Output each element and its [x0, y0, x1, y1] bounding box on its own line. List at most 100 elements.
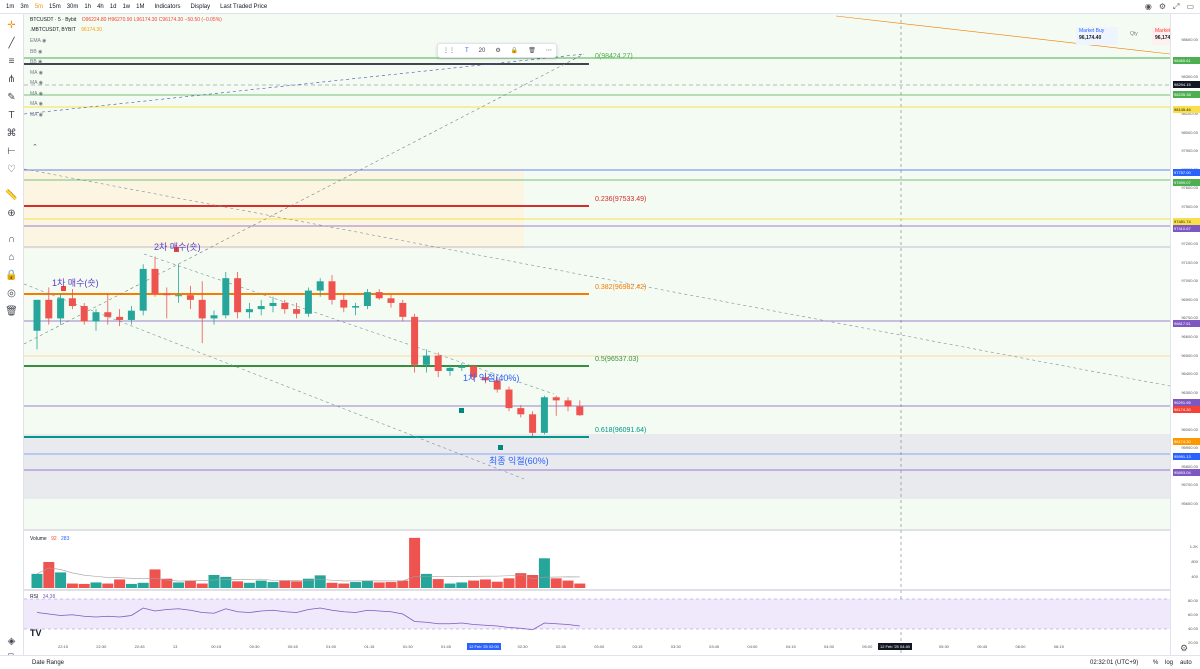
- volume-bar: [208, 575, 220, 588]
- volume-value-2: 283: [61, 536, 70, 542]
- lock-icon[interactable]: 🔒: [5, 270, 18, 281]
- text-tool-icon[interactable]: T: [8, 110, 15, 121]
- fib-label-0: 0(98424.27): [595, 53, 633, 60]
- camera-icon[interactable]: ◉: [1144, 2, 1152, 11]
- heart-icon[interactable]: ♡: [7, 164, 16, 175]
- timeframe-4h[interactable]: 4h: [97, 3, 104, 10]
- timeframe-1d[interactable]: 1d: [109, 3, 117, 10]
- eye-icon[interactable]: ◉: [36, 48, 43, 55]
- rsi-legend[interactable]: RSI 34.38: [30, 594, 55, 600]
- timeframe-15m[interactable]: 15m: [49, 3, 61, 10]
- ruler-icon[interactable]: ⊢: [7, 146, 16, 157]
- study-legend-item[interactable]: MA ◉: [30, 91, 43, 97]
- price-source-menu[interactable]: Last Traded Price: [220, 3, 268, 10]
- market-sell-price: 96,174.30: [1155, 35, 1178, 41]
- secondary-symbol-legend[interactable]: .MBTCUSDT, BYBIT 96174.30: [30, 27, 102, 33]
- display-menu[interactable]: Display: [190, 3, 211, 10]
- volume-bar: [326, 582, 338, 588]
- sell-marker-1: [61, 286, 66, 291]
- eye-icon[interactable]: ◉: [40, 38, 47, 44]
- layout-icon[interactable]: ▭: [1186, 2, 1194, 11]
- drawing-toolbar: ✛ ╱ ≡ ⋔ ✎ T ⌘ ⊢ ♡ 📏 ⊕ ∩ ⌂ 🔒 ◎ 🗑 ◈ ⧉: [0, 14, 24, 663]
- annotation-final-take-profit[interactable]: 최종 익절(60%): [489, 456, 549, 466]
- price-tick-label: 95700.00: [1181, 482, 1198, 488]
- study-legend-item[interactable]: MA ◉: [30, 101, 43, 107]
- auto-toggle[interactable]: auto: [1180, 660, 1192, 666]
- timeframe-5m[interactable]: 5m: [34, 3, 44, 10]
- timeframe-1w[interactable]: 1w: [122, 3, 131, 10]
- timeframe-30m[interactable]: 30m: [66, 3, 79, 10]
- study-legend-item[interactable]: MA ◉: [30, 70, 43, 76]
- brush-icon[interactable]: ✎: [7, 92, 16, 103]
- symbol-legend[interactable]: BTCUSDT · 5 · Bybit O96224.80 H96270.90 …: [30, 17, 222, 23]
- candle-body: [139, 268, 147, 311]
- lock-icon[interactable]: 🔒: [510, 48, 519, 54]
- settings-icon[interactable]: ⚙: [495, 48, 501, 54]
- timeframe-1h[interactable]: 1h: [84, 3, 92, 10]
- price-axis[interactable]: 98600.0098500.0098300.0098200.0098100.00…: [1170, 14, 1200, 655]
- object-tree-icon[interactable]: ◈: [7, 636, 16, 647]
- volume-bar: [409, 537, 421, 588]
- volume-bar: [184, 580, 196, 588]
- collapse-legend-icon[interactable]: ⌃: [32, 144, 38, 151]
- eye-icon[interactable]: ◉: [37, 111, 43, 118]
- lock-drawings-icon[interactable]: ⌂: [8, 252, 15, 263]
- annotation-first-short[interactable]: 1차 매수(숏): [52, 278, 99, 288]
- study-legend-item[interactable]: MA ◉: [30, 80, 43, 86]
- timeframe-3m[interactable]: 3m: [20, 3, 29, 10]
- indicators-menu[interactable]: Indicators: [154, 3, 181, 10]
- volume-legend[interactable]: Volume 92 283: [30, 536, 69, 542]
- study-legend-item[interactable]: MA ◉: [30, 112, 43, 118]
- study-legend-item[interactable]: BB ◉: [30, 59, 42, 65]
- width-value[interactable]: 20: [478, 47, 486, 54]
- settings-icon[interactable]: ⚙: [1158, 2, 1167, 11]
- eye-icon[interactable]: ◎: [7, 288, 16, 299]
- date-range-button[interactable]: Date Range: [32, 660, 65, 666]
- eye-icon[interactable]: ◉: [37, 69, 43, 76]
- candle-body: [352, 306, 360, 308]
- crosshair-icon[interactable]: ✛: [7, 20, 16, 31]
- timeframe-1m[interactable]: 1m: [6, 3, 15, 10]
- study-legend-item[interactable]: BB ◉: [30, 49, 42, 55]
- pattern-icon[interactable]: ⌘: [6, 128, 17, 139]
- pitchfork-icon[interactable]: ⋔: [7, 74, 16, 85]
- candle-body: [529, 414, 537, 433]
- volume-bar: [78, 583, 90, 588]
- price-tick-label: 96000.00: [1181, 426, 1198, 432]
- timeframe-1M[interactable]: 1M: [136, 3, 145, 10]
- fullscreen-icon[interactable]: ⤢: [1173, 2, 1180, 11]
- trend-line-icon[interactable]: ╱: [8, 38, 15, 49]
- horizontal-lines-icon[interactable]: ≡: [8, 56, 15, 67]
- clock-display[interactable]: 02:32:01 (UTC+9): [1090, 660, 1139, 666]
- eye-icon[interactable]: ◉: [37, 90, 43, 97]
- zoom-icon[interactable]: ⊕: [7, 208, 16, 219]
- measure-icon[interactable]: 📏: [5, 190, 18, 201]
- text-style-icon[interactable]: T: [465, 47, 469, 54]
- time-tick-label: 03:30: [670, 644, 681, 649]
- candle-body: [493, 380, 501, 390]
- market-buy-button[interactable]: Market Buy 96,174.40: [1076, 27, 1118, 45]
- eye-icon[interactable]: ◉: [37, 101, 43, 107]
- log-toggle[interactable]: log: [1165, 660, 1174, 666]
- annotation-second-short[interactable]: 2차 매수(숏): [154, 242, 201, 252]
- magnet-icon[interactable]: ∩: [7, 234, 16, 245]
- price-chart[interactable]: [24, 14, 1170, 655]
- eye-icon[interactable]: ◉: [37, 80, 43, 86]
- percent-toggle[interactable]: %: [1153, 660, 1159, 666]
- study-name: MA: [30, 90, 38, 97]
- trash-icon[interactable]: 🗑: [5, 306, 18, 317]
- more-icon[interactable]: ⋯: [545, 48, 552, 54]
- axis-settings-icon[interactable]: ⚙: [1180, 643, 1189, 653]
- drag-handle-icon[interactable]: ⋮⋮: [443, 48, 455, 54]
- candle-body: [470, 366, 478, 378]
- annotation-first-take-profit[interactable]: 1차 익절(40%): [463, 373, 520, 383]
- candle-body: [328, 281, 336, 300]
- rsi-band: [24, 599, 1170, 629]
- trash-icon[interactable]: 🗑: [528, 48, 536, 54]
- qty-label[interactable]: Qty: [1130, 31, 1138, 37]
- volume-bar: [243, 582, 255, 588]
- eye-icon[interactable]: ◉: [36, 59, 43, 65]
- time-tick-label: 01:00: [326, 644, 337, 649]
- study-legend-item[interactable]: EMA ◉: [30, 38, 46, 44]
- fib-label-0236: 0.236(97533.49): [595, 196, 647, 203]
